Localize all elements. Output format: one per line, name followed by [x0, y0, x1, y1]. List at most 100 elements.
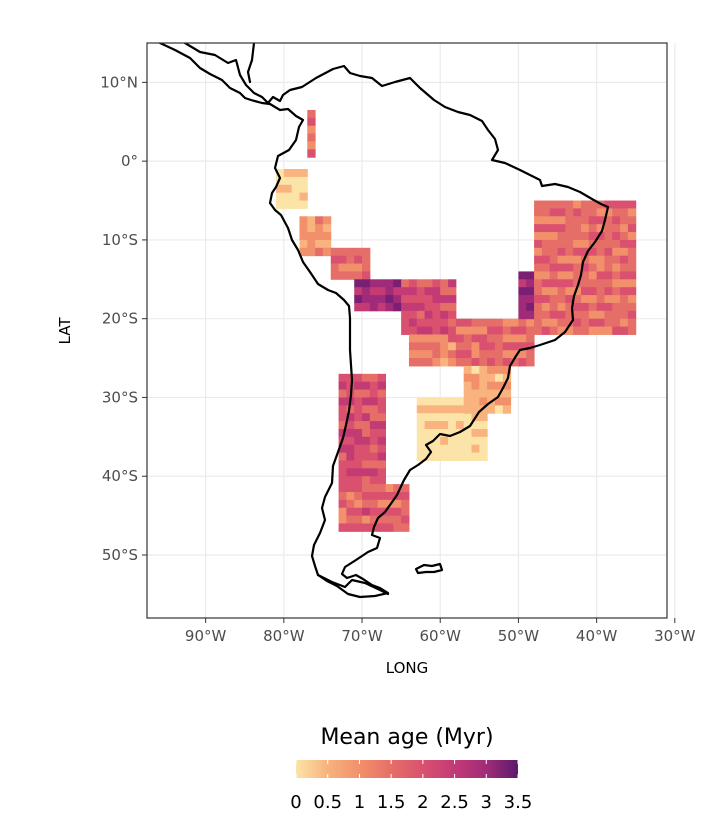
- raster-cell: [471, 436, 480, 446]
- raster-cell: [620, 279, 629, 288]
- raster-cell: [385, 279, 394, 288]
- raster-cell: [416, 397, 426, 406]
- raster-cell: [377, 499, 386, 509]
- raster-cell: [479, 358, 488, 367]
- raster-cell: [416, 287, 426, 296]
- raster-cell: [362, 523, 371, 532]
- raster-cell: [463, 405, 473, 414]
- raster-cell: [510, 350, 519, 359]
- raster-cell: [354, 421, 363, 430]
- raster-cell: [604, 326, 613, 335]
- raster-cell: [541, 263, 551, 272]
- raster-cell: [612, 279, 621, 288]
- raster-cell: [604, 247, 613, 257]
- raster-cell: [463, 421, 473, 430]
- raster-cell: [455, 350, 465, 359]
- raster-cell: [432, 326, 441, 335]
- raster-cell: [424, 428, 433, 438]
- raster-cell: [487, 334, 496, 343]
- panel-border: [146, 42, 668, 619]
- raster-cell: [346, 523, 355, 532]
- raster-cell: [573, 295, 582, 304]
- raster-cell: [307, 232, 316, 241]
- raster-cell: [604, 271, 613, 280]
- raster-cell: [627, 302, 637, 312]
- raster-cell: [557, 302, 566, 312]
- raster-cell: [549, 255, 559, 265]
- raster-cell: [588, 255, 598, 265]
- raster-cell: [534, 271, 543, 280]
- raster-cell: [627, 271, 637, 280]
- raster-cell: [424, 318, 433, 328]
- raster-cell: [401, 484, 410, 493]
- raster-cell: [596, 302, 605, 312]
- raster-cell: [471, 326, 480, 335]
- raster-cell: [416, 358, 426, 367]
- raster-cell: [369, 405, 379, 414]
- raster-cell: [416, 444, 426, 454]
- raster-cell: [401, 302, 410, 312]
- x-tick-label: 50°W: [498, 627, 540, 645]
- raster-cell: [565, 271, 574, 280]
- raster-cell: [463, 334, 473, 343]
- raster-cell: [573, 232, 582, 241]
- raster-cell: [416, 334, 426, 343]
- raster-cell: [354, 247, 363, 257]
- raster-cell: [432, 452, 441, 461]
- raster-cell: [362, 381, 371, 391]
- raster-cell: [346, 452, 355, 461]
- raster-cell: [534, 318, 543, 328]
- raster-cell: [299, 169, 308, 178]
- raster-cell: [549, 326, 559, 335]
- raster-cell: [604, 302, 613, 312]
- raster-cell: [494, 397, 504, 406]
- raster-cell: [588, 200, 598, 209]
- raster-cell: [549, 239, 559, 249]
- raster-cell: [369, 452, 379, 461]
- raster-cell: [627, 208, 637, 217]
- raster-cell: [362, 421, 371, 430]
- raster-cell: [307, 117, 316, 127]
- legend-tick-label: 1: [354, 792, 365, 813]
- raster-cell: [307, 141, 316, 150]
- raster-cell: [557, 295, 566, 304]
- raster-cell: [377, 476, 386, 485]
- raster-cell: [518, 342, 527, 351]
- raster-cell: [338, 263, 347, 272]
- raster-cell: [338, 389, 347, 398]
- raster-cell: [479, 452, 488, 461]
- raster-cell: [283, 200, 293, 209]
- raster-cell: [362, 279, 371, 288]
- raster-cell: [354, 476, 363, 485]
- raster-cell: [541, 208, 551, 217]
- raster-cell: [307, 133, 316, 142]
- raster-cell: [502, 318, 512, 328]
- raster-cell: [377, 452, 386, 461]
- raster-cell: [526, 342, 535, 351]
- legend-title: Mean age (Myr): [320, 725, 493, 750]
- raster-cell: [534, 247, 543, 257]
- raster-cell: [541, 271, 551, 280]
- raster-cell: [346, 484, 355, 493]
- raster-cell: [510, 358, 519, 367]
- falkland-islands: [414, 562, 444, 575]
- raster-cell: [565, 239, 574, 249]
- raster-cell: [440, 342, 449, 351]
- raster-cell: [354, 302, 363, 312]
- raster-cell: [377, 295, 386, 304]
- tierra-del-fuego: [316, 573, 390, 596]
- raster-cell: [463, 326, 473, 335]
- raster-cell: [385, 484, 394, 493]
- raster-cell: [557, 279, 566, 288]
- raster-cell: [369, 397, 379, 406]
- raster-cell: [377, 428, 386, 438]
- raster-cell: [541, 200, 551, 209]
- raster-cell: [401, 318, 410, 328]
- raster-cell: [604, 263, 613, 272]
- raster-cell: [416, 342, 426, 351]
- raster-cell: [291, 200, 300, 209]
- raster-cell: [518, 334, 527, 343]
- raster-cell: [604, 318, 613, 328]
- raster-cell: [471, 350, 480, 359]
